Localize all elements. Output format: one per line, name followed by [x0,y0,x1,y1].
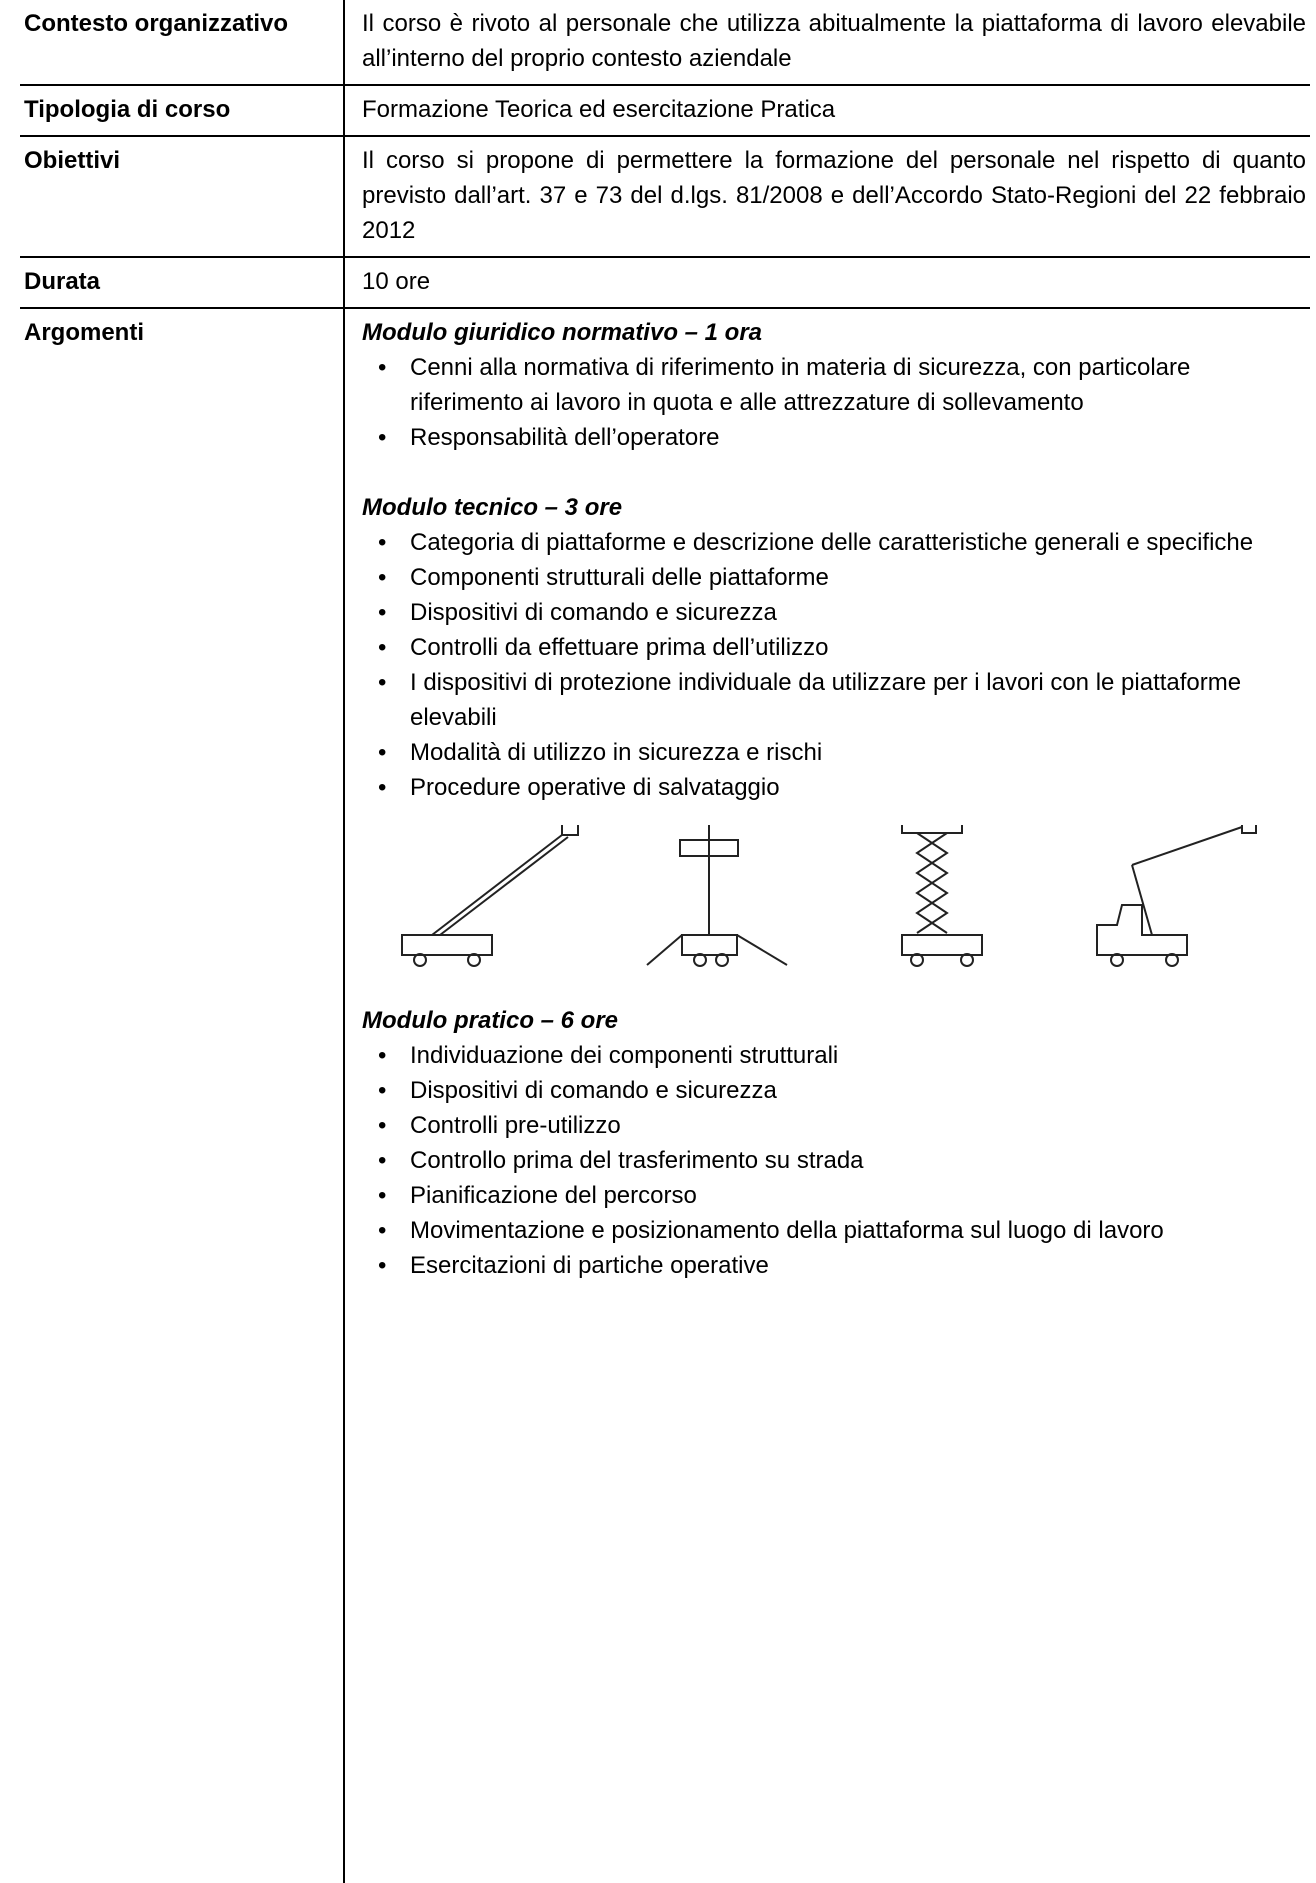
table-row: Contesto organizzativo Il corso è rivoto … [20,0,1310,85]
table-row: Obiettivi Il corso si propone di permette… [20,136,1310,257]
row-text: Il corso è rivoto al personale che utili… [343,0,1310,85]
course-table: Contesto organizzativo Il corso è rivoto … [20,0,1310,1883]
module-title: Modulo pratico – 6 ore [362,1007,619,1034]
bullet-item: Controlli da effettuare prima dell’utili… [362,630,1306,665]
row-label: Contesto organizzativo [24,10,289,37]
row-label: Durata [24,268,101,295]
row-label: Argomenti [24,319,144,346]
bullet-item: Responsabilità dell’operatore [362,420,1306,455]
table-row: Tipologia di corso Formazione Teorica ed … [20,85,1310,136]
bullet-item: Procedure operative di salvataggio [362,770,1306,805]
bullet-item: I dispositivi di protezione individuale … [362,665,1306,735]
bullet-item: Modalità di utilizzo in sicurezza e risc… [362,735,1306,770]
document: Contesto organizzativo Il corso è rivoto … [0,0,1316,1578]
table-row: Durata 10 ore [20,257,1310,308]
row-label: Tipologia di corso [24,96,231,123]
bullet-list: Individuazione dei componenti struttural… [362,1038,1306,1283]
row-text: Il corso si propone di permettere la for… [343,136,1310,257]
bullet-item: Esercitazioni di partiche operative [362,1248,1306,1283]
platform-illustrations [401,825,1257,967]
table-row: Argomenti Modulo giuridico normativo – 1 … [20,308,1310,1883]
bullet-item: Dispositivi di comando e sicurezza [362,1073,1306,1108]
bullet-list: Cenni alla normativa di riferimento in m… [362,350,1306,455]
bullet-item: Movimentazione e posizionamento della pi… [362,1213,1306,1248]
bullet-item: Cenni alla normativa di riferimento in m… [362,350,1306,420]
bullet-item: Dispositivi di comando e sicurezza [362,595,1306,630]
bullet-item: Individuazione dei componenti struttural… [362,1038,1306,1073]
bullet-item: Controlli pre-utilizzo [362,1108,1306,1143]
module-title: Modulo tecnico – 3 ore [362,494,623,521]
row-text: Formazione Teorica ed esercitazione Prat… [343,85,1310,136]
bullet-item: Controllo prima del trasferimento su str… [362,1143,1306,1178]
module-title: Modulo giuridico normativo – 1 ora [362,319,763,346]
row-label: Obiettivi [24,147,121,174]
bullet-item: Categoria di piattaforme e descrizione d… [362,525,1306,560]
page: Scheda corso {"rows": [ {"label": "Conte… [0,0,1316,1578]
bullet-item: Pianificazione del percorso [362,1178,1306,1213]
bullet-list: Categoria di piattaforme e descrizione d… [362,525,1306,805]
bullet-item: Componenti strutturali delle piattaforme [362,560,1306,595]
row-content: Modulo giuridico normativo – 1 ora Cenni … [343,308,1310,1883]
row-text: 10 ore [343,257,1310,308]
